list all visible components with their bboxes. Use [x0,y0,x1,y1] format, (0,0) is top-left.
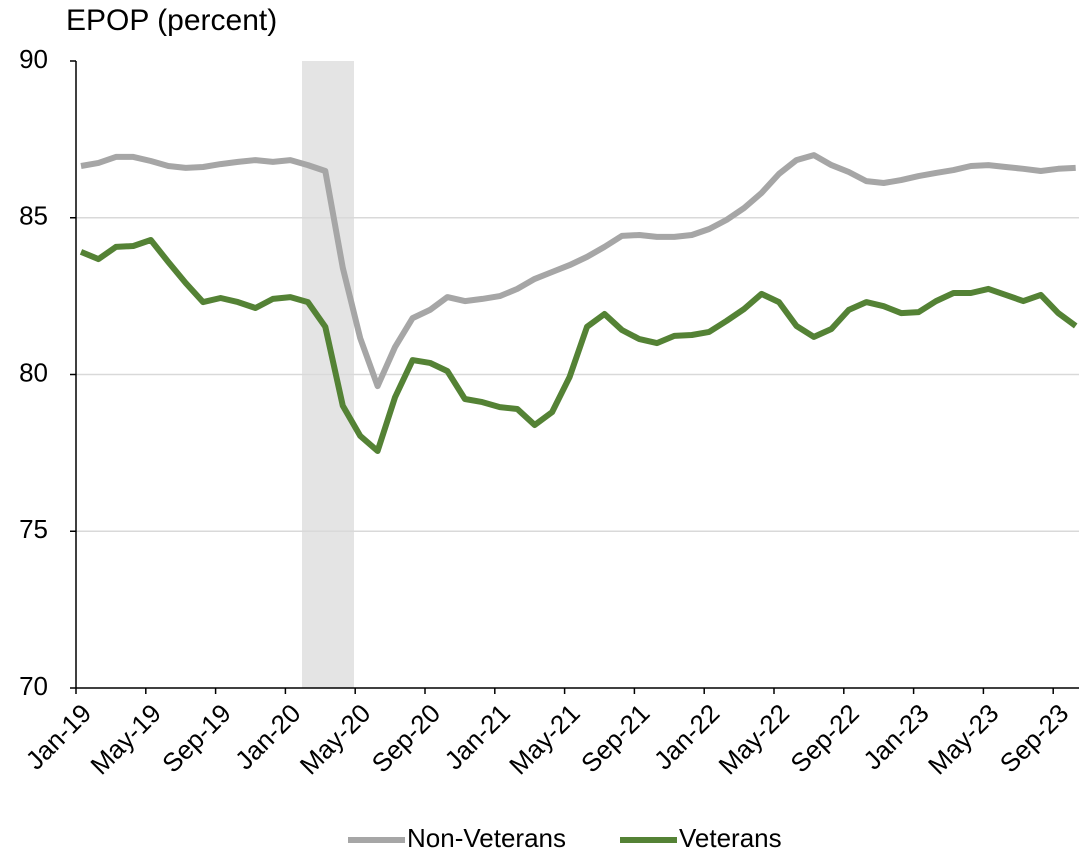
x-tick-label: May-20 [294,698,377,781]
x-tick-label: Sep-22 [784,698,864,778]
x-tick-label: Jan-21 [438,698,515,775]
x-tick-label: Sep-19 [156,698,236,778]
x-tick-label: Jan-22 [648,698,725,775]
chart-title: EPOP (percent) [66,4,277,37]
y-tick-label: 90 [19,44,48,74]
x-tick-label: Jan-19 [20,698,97,775]
legend-label: Non-Veterans [407,823,566,853]
x-tick-label: Sep-21 [575,698,655,778]
series-line [79,237,1078,454]
series-line [80,152,1076,390]
legend-label: Veterans [679,823,782,853]
x-tick-label: Jan-20 [229,698,306,775]
x-tick-label: Sep-23 [994,698,1074,778]
x-tick-label: May-19 [84,698,167,781]
y-tick-label: 85 [19,201,48,231]
x-tick-label: Jan-23 [857,698,934,775]
y-tick-label: 75 [19,514,48,544]
x-tick-label: May-21 [503,698,586,781]
x-tick-label: May-23 [922,698,1005,781]
y-tick-label: 70 [19,671,48,701]
y-tick-label: 80 [19,357,48,387]
x-tick-label: Sep-20 [366,698,446,778]
x-tick-label: May-22 [713,698,796,781]
